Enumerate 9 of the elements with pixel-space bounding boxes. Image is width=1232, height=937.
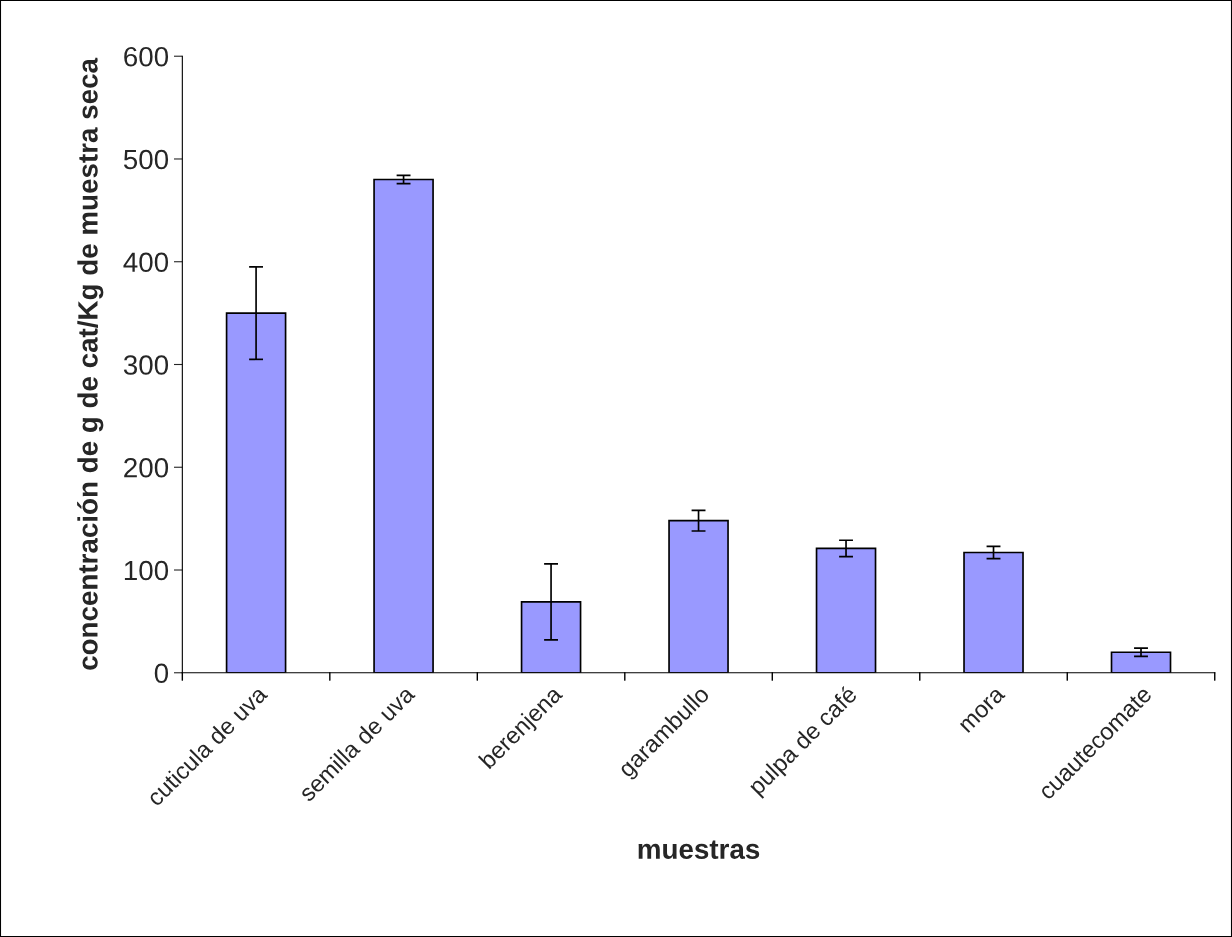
y-tick-label: 600 [124,46,169,67]
y-tick-label: 400 [123,252,169,273]
y-tick-label: 300 [123,355,169,375]
y-tick-label: 0 [154,663,169,684]
y-tick-label: 500 [123,149,169,170]
y-tick-label: 100 [124,560,169,581]
x-axis-title: muestras [638,840,760,859]
y-axis-title: concentración de g de cat/Kg de muestra seca [77,57,104,670]
y-tick-label: 200 [124,457,169,478]
